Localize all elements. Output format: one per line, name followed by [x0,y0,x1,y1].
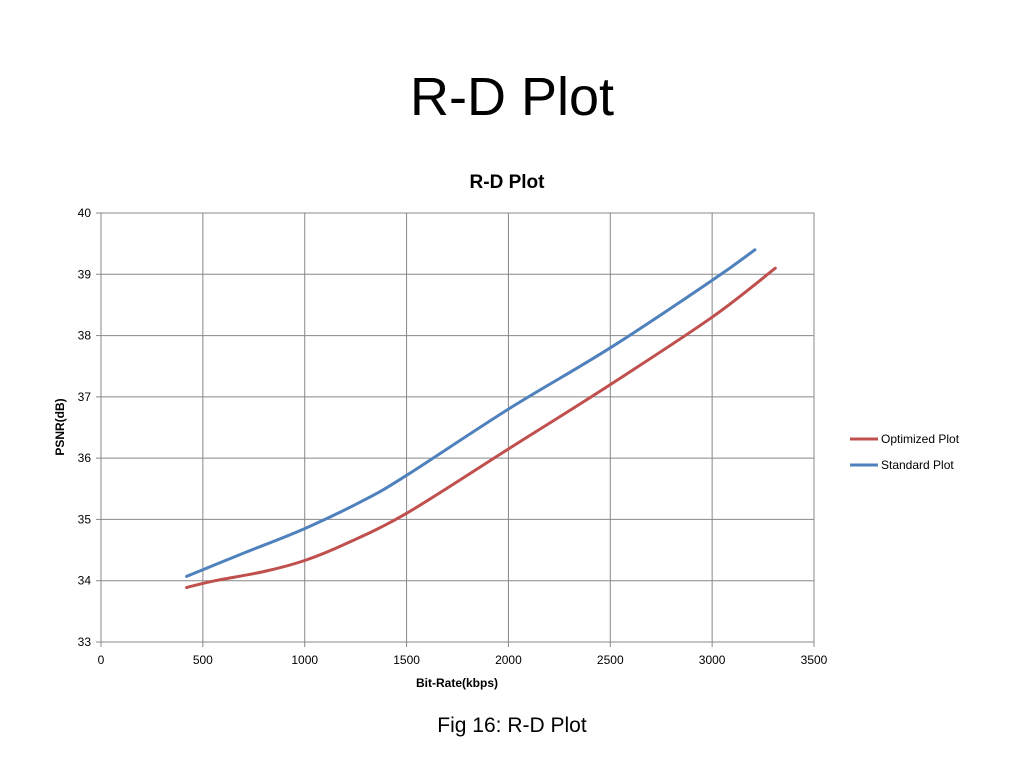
y-tick-label: 35 [78,512,92,526]
legend-label-optimized-plot: Optimized Plot [881,432,960,446]
y-tick-label: 39 [78,267,92,281]
x-tick-label: 500 [193,653,213,667]
y-tick-label: 40 [78,206,92,220]
series-line-standard-plot [185,248,757,578]
x-tick-label: 3000 [699,653,726,667]
plot-area-border [100,212,815,643]
x-axis-ticks: 0 500 1000 1500 2000 2500 3000 3500 [98,642,828,667]
y-axis-ticks: 33 34 35 36 37 38 39 40 [78,206,101,649]
chart-legend: Optimized Plot Standard Plot [850,432,960,472]
x-tick-label: 1000 [291,653,318,667]
y-tick-label: 33 [78,635,92,649]
figure-caption: Fig 16: R-D Plot [437,714,587,737]
series-lines [185,248,777,589]
y-tick-label: 37 [78,390,92,404]
y-tick-label: 36 [78,451,92,465]
x-axis-label: Bit-Rate(kbps) [416,676,498,690]
x-tick-label: 0 [98,653,105,667]
grid-lines [101,213,814,642]
y-tick-label: 34 [78,574,92,588]
legend-label-standard-plot: Standard Plot [881,458,954,472]
y-axis-label: PSNR(dB) [53,398,67,455]
slide-title: R-D Plot [409,67,615,127]
chart-title: R-D Plot [470,172,546,193]
x-tick-label: 3500 [801,653,828,667]
x-tick-label: 1500 [393,653,420,667]
series-line-optimized-plot [185,266,777,589]
x-tick-label: 2500 [597,653,624,667]
x-tick-label: 2000 [495,653,522,667]
y-tick-label: 38 [78,329,92,343]
